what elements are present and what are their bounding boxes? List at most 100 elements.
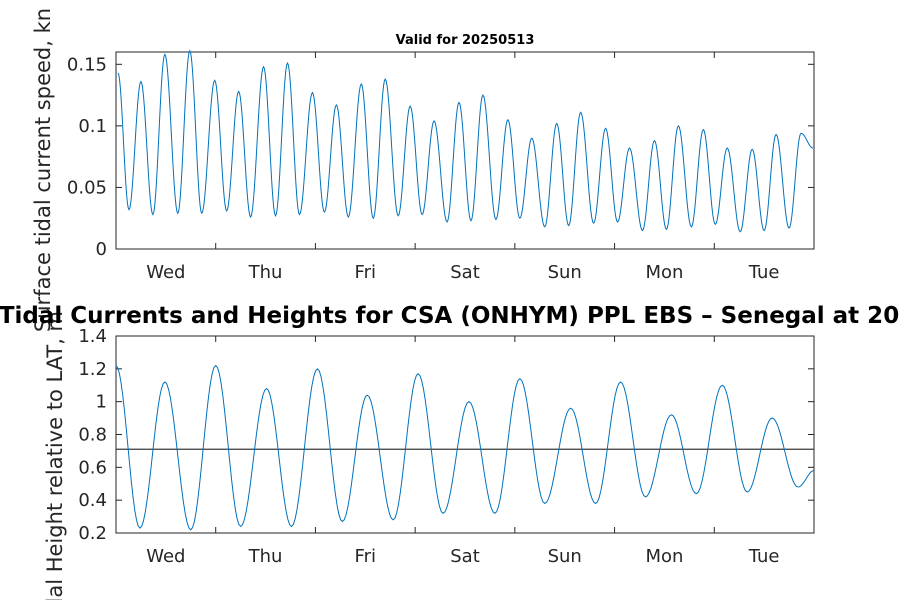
height-data-point [164, 381, 166, 383]
height-data-point [190, 529, 192, 531]
height-x-tick-label: Sat [450, 546, 480, 567]
speed-data-point [788, 227, 790, 229]
speed-data-point [262, 66, 264, 68]
speed-data-point [726, 147, 728, 149]
speed-data-point [739, 231, 741, 233]
speed-data-point [311, 91, 313, 93]
height-y-tick-label: 0.2 [78, 523, 107, 544]
height-x-tick-label: Tue [748, 546, 780, 567]
height-data-point [644, 496, 646, 498]
speed-data-point [214, 79, 216, 81]
height-data-point [519, 377, 521, 379]
speed-x-tick-label: Mon [645, 262, 683, 283]
height-data-point [468, 400, 470, 402]
speed-x-tick-label: Fri [355, 262, 376, 283]
height-data-point [341, 520, 343, 522]
speed-data-point [298, 213, 300, 215]
speed-chart-title: Valid for 20250513 [396, 33, 535, 48]
height-data-point [139, 527, 141, 529]
speed-axes: 0 0.05 0.1 0.15 Wed Thu Fri Sat Sun Mon Tue Valid… [31, 8, 815, 332]
height-data-point [265, 387, 267, 389]
height-data-point [392, 519, 394, 521]
speed-y-tick-label: 0 [96, 239, 107, 260]
speed-data-point [714, 223, 716, 225]
height-series-line [115, 364, 815, 531]
speed-data-point [177, 212, 179, 214]
speed-data-point [702, 128, 704, 130]
speed-data-point [690, 226, 692, 228]
height-x-tick-label: Thu [248, 546, 283, 567]
speed-data-point [335, 104, 337, 106]
speed-data-point [592, 222, 594, 224]
speed-data-point [665, 228, 667, 230]
height-data-point [442, 512, 444, 514]
speed-x-tick-label: Tue [748, 262, 780, 283]
height-y-tick-label: 1 [96, 392, 107, 413]
speed-data-point [531, 137, 533, 139]
height-data-point [417, 373, 419, 375]
speed-x-tick-label: Thu [248, 262, 283, 283]
speed-y-axis-label: Surface tidal current speed, kn [31, 8, 55, 332]
height-data-point [316, 368, 318, 370]
speed-data-point [286, 62, 288, 64]
speed-data-point [397, 215, 399, 217]
speed-data-point [751, 148, 753, 150]
speed-data-point [616, 221, 618, 223]
speed-data-point [433, 120, 435, 122]
speed-data-point [556, 122, 558, 124]
speed-data-point [421, 213, 423, 215]
speed-data-point [249, 216, 251, 218]
speed-data-point [519, 217, 521, 219]
speed-data-point [544, 226, 546, 228]
speed-data-point [677, 125, 679, 127]
height-data-point [366, 394, 368, 396]
height-x-tick-label: Mon [645, 546, 683, 567]
speed-y-tick-label: 0.1 [78, 116, 107, 137]
speed-data-point [446, 221, 448, 223]
height-data-point [746, 491, 748, 493]
speed-data-point [201, 212, 203, 214]
speed-data-point [812, 147, 814, 149]
height-y-axis-label: Tidal Height relative to LAT, m [43, 311, 67, 600]
speed-data-point [763, 229, 765, 231]
speed-data-point [140, 80, 142, 82]
height-data-point [494, 512, 496, 514]
speed-y-tick-label: 0.15 [67, 54, 107, 75]
speed-data-point [372, 217, 374, 219]
speed-data-point [458, 101, 460, 103]
speed-data-point [347, 216, 349, 218]
speed-data-point [384, 78, 386, 80]
speed-data-point [653, 139, 655, 141]
speed-x-tick-label: Wed [146, 262, 185, 283]
speed-data-point [604, 127, 606, 129]
speed-data-point [628, 147, 630, 149]
height-data-point [797, 486, 799, 488]
height-data-point [215, 364, 217, 366]
speed-data-point [482, 94, 484, 96]
height-y-tick-label: 0.8 [78, 425, 107, 446]
speed-data-point [117, 72, 119, 74]
speed-y-tick-label: 0.05 [67, 177, 107, 198]
height-x-tick-label: Sun [548, 546, 582, 567]
height-data-point [290, 525, 292, 527]
speed-x-tick-label: Sat [450, 262, 480, 283]
speed-data-point [128, 208, 130, 210]
height-x-tick-label: Fri [355, 546, 376, 567]
height-data-point [570, 407, 572, 409]
speed-data-point [641, 229, 643, 231]
speed-data-point [495, 218, 497, 220]
speed-series-line [117, 49, 814, 233]
height-data-point [544, 502, 546, 504]
speed-data-point [274, 215, 276, 217]
height-y-tick-label: 1.4 [78, 326, 107, 347]
speed-data-point [800, 132, 802, 134]
height-data-point [695, 492, 697, 494]
figure-main-title: Tidal Currents and Heights for CSA (ONHY… [0, 303, 900, 329]
speed-data-point [152, 213, 154, 215]
height-data-point [721, 384, 723, 386]
height-data-point [619, 381, 621, 383]
speed-data-point [775, 133, 777, 135]
speed-data-point [470, 219, 472, 221]
speed-data-point [507, 119, 509, 121]
